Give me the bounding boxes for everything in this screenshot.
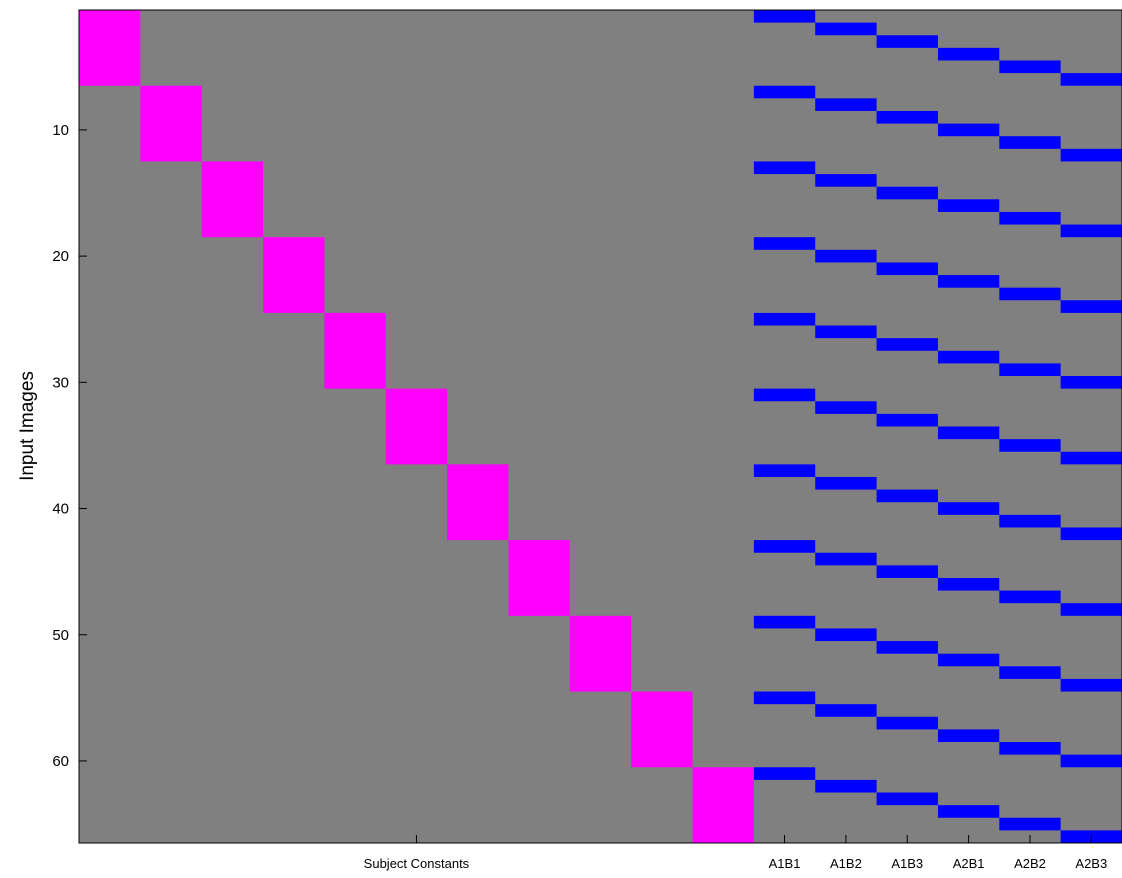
condition-cell [1060,376,1122,389]
condition-cell [876,565,938,578]
x-tick-label: A1B1 [769,856,801,871]
condition-cell [1060,451,1122,465]
subject-block [201,161,264,238]
condition-cell [999,514,1061,528]
condition-cell [876,792,938,806]
condition-cell [1060,224,1122,238]
x-tick-label: A2B1 [953,856,985,871]
condition-cell [753,615,816,629]
condition-cell [815,401,877,414]
condition-cell [815,22,877,36]
condition-cell [753,10,816,23]
condition-cell [937,350,1000,364]
x-tick-label: A2B3 [1075,856,1107,871]
condition-cell [815,628,877,642]
condition-cell [999,742,1061,755]
condition-cell [999,60,1061,74]
condition-cell [1060,148,1122,162]
y-axis-ticks: 10 20 30 40 50 60 [52,122,87,770]
plot-frame [78,9,1122,844]
condition-cell [999,287,1061,301]
condition-cell [999,666,1061,679]
condition-cell [937,577,1000,591]
condition-cell [1060,527,1122,541]
subject-block [79,10,141,86]
condition-cell [937,123,1000,137]
condition-cell [999,363,1061,377]
condition-cell [876,716,938,730]
condition-cell [876,110,938,124]
condition-cell [937,275,1000,288]
condition-cell [753,85,816,99]
condition-cell [815,779,877,793]
condition-cell [999,439,1061,452]
condition-cell [937,805,1000,818]
subject-block [263,237,325,313]
condition-cell [815,704,877,717]
matrix-cells [79,10,1122,843]
condition-cell [999,136,1061,149]
subject-block [631,691,693,768]
condition-cell [1060,603,1122,616]
condition-cell [876,35,938,48]
condition-cell [876,338,938,351]
condition-cell [937,199,1000,212]
condition-cell [1060,73,1122,86]
condition-cell [753,691,816,705]
condition-cell [1060,678,1122,692]
condition-cell [876,186,938,200]
condition-cell [753,237,816,250]
y-tick-label: 20 [52,248,69,265]
condition-cell [937,47,1000,61]
condition-cell [876,641,938,654]
condition-cell [937,426,1000,440]
condition-cell [1060,300,1122,313]
condition-cell [815,552,877,566]
condition-cell [876,413,938,427]
y-tick-label: 10 [52,122,69,139]
y-tick-label: 50 [52,627,69,644]
x-axis-label: Subject Constants [364,856,470,871]
condition-cell [999,211,1061,225]
condition-cell [815,174,877,187]
y-axis-label: Input Images [17,371,38,481]
y-tick-label: 60 [52,753,69,770]
condition-cell [753,312,816,326]
y-tick-label: 30 [52,374,69,391]
condition-cell [937,502,1000,515]
condition-cell [815,325,877,339]
condition-cell [876,262,938,276]
x-tick-label: A2B2 [1014,856,1046,871]
condition-cell [999,817,1061,831]
condition-cell [753,161,816,175]
condition-cell [937,653,1000,667]
x-tick-label: A1B3 [891,856,923,871]
condition-cell [937,729,1000,743]
subject-block [385,388,448,465]
subject-block [692,767,754,843]
condition-cell [753,540,816,553]
y-tick-label: 40 [52,501,69,518]
condition-cell [753,767,816,780]
condition-cell [815,98,877,111]
subject-block [447,464,509,541]
subject-block [140,85,202,162]
condition-cell [753,388,816,402]
x-axis-ticks: A1B1 A1B2 A1B3 A2B1 A2B2 A2B3 [415,835,1107,871]
subject-block [508,540,570,616]
condition-cell [815,476,877,490]
subject-block [324,312,386,389]
condition-cell [999,590,1061,604]
x-tick-label: A1B2 [830,856,862,871]
condition-cell [753,464,816,477]
condition-cell [815,249,877,263]
condition-cell [1060,754,1122,768]
condition-cell [876,489,938,503]
subject-block [569,615,632,692]
